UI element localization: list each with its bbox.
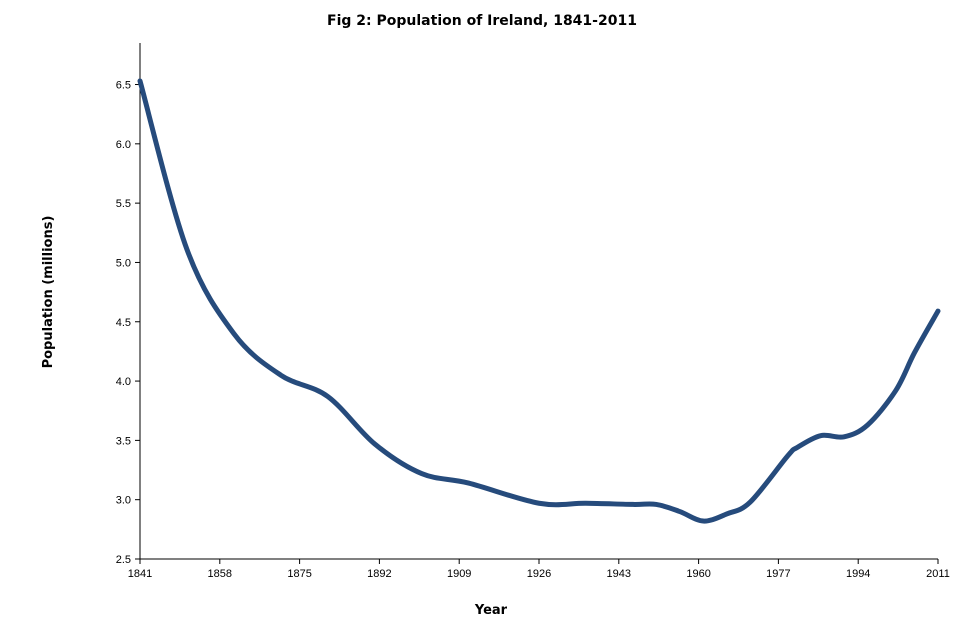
y-tick-label: 5.5 — [116, 198, 131, 210]
series-line-population — [137, 78, 941, 524]
chart-title: Fig 2: Population of Ireland, 1841-2011 — [327, 13, 637, 29]
x-tick-label: 1892 — [367, 568, 391, 580]
y-tick-label: 3.5 — [116, 435, 131, 447]
y-tick-label: 4.5 — [116, 317, 131, 329]
y-axis-title: Population (millions) — [41, 216, 56, 369]
axis-ticks: 2.5 3.0 3.5 4.0 4.5 5.0 5.5 6.0 6.5 1841 1858 1875 1… — [116, 80, 950, 580]
y-tick-label: 4.0 — [116, 376, 131, 388]
x-tick-label: 1841 — [128, 568, 152, 580]
x-axis-title: Year — [474, 603, 508, 618]
y-tick-label: 2.5 — [116, 554, 131, 566]
x-tick-label: 1960 — [686, 568, 710, 580]
x-tick-label: 1926 — [527, 568, 551, 580]
x-tick-label: 1977 — [766, 568, 790, 580]
x-tick-label: 1909 — [447, 568, 471, 580]
y-tick-label: 3.0 — [116, 495, 131, 507]
y-tick-label: 6.5 — [116, 80, 131, 92]
x-tick-label: 1858 — [208, 568, 232, 580]
x-tick-label: 1943 — [607, 568, 631, 580]
x-tick-label: 1875 — [287, 568, 311, 580]
x-tick-label: 2011 — [926, 568, 950, 580]
y-tick-label: 5.0 — [116, 257, 131, 269]
y-tick-label: 6.0 — [116, 139, 131, 151]
x-tick-label: 1994 — [846, 568, 870, 580]
